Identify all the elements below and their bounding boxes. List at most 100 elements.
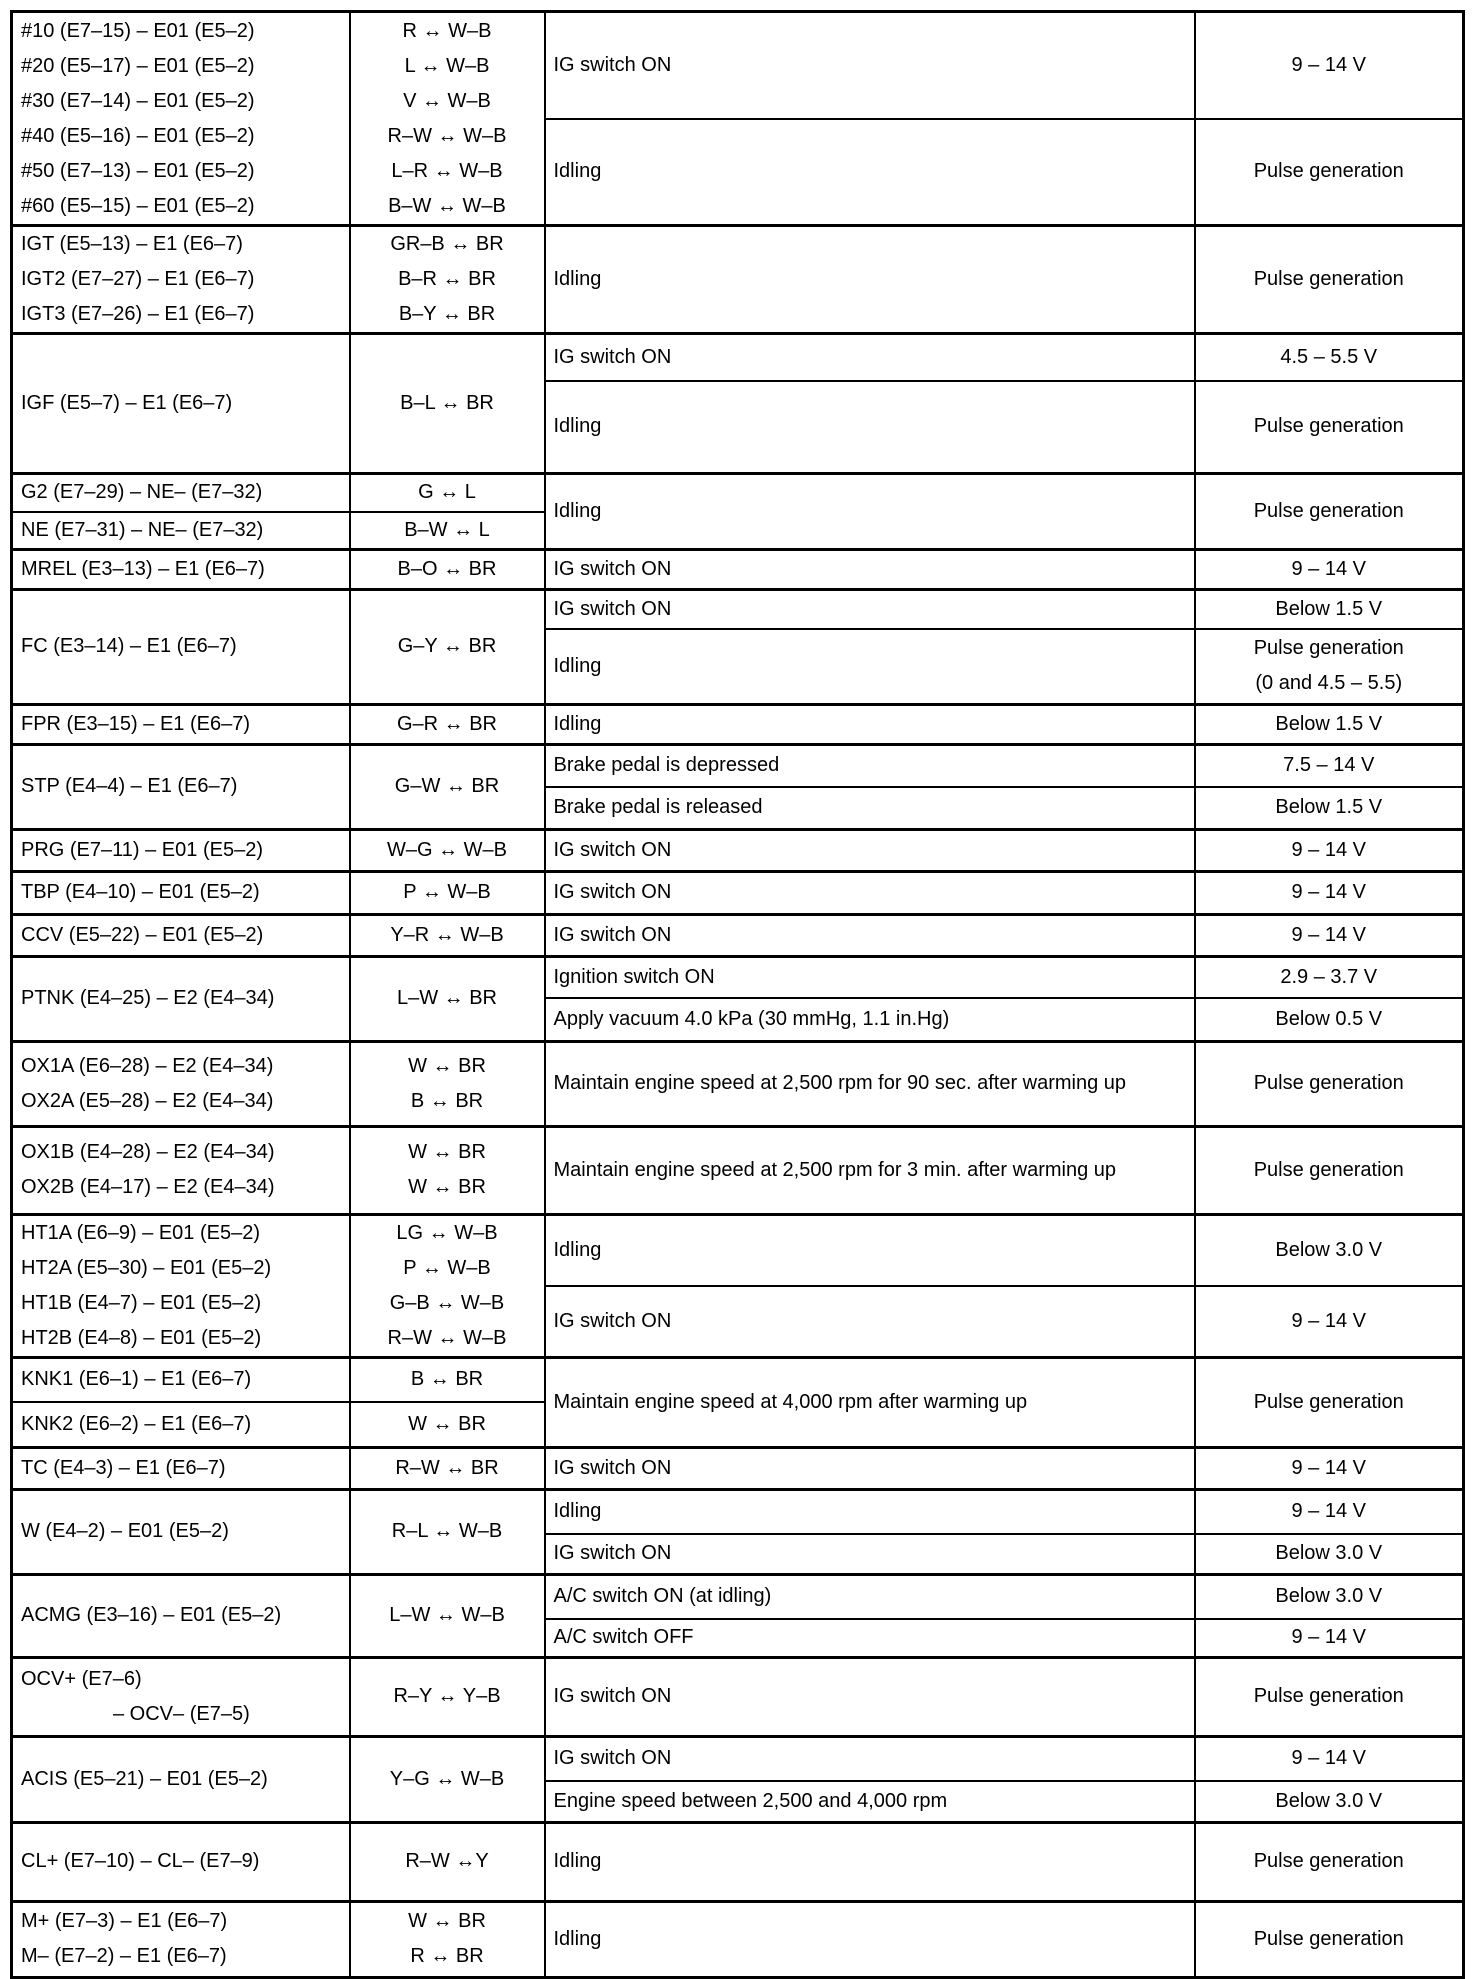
wire-color-cell: W–G ↔ W–B	[348, 827, 546, 872]
condition-cell: Idling	[543, 1487, 1196, 1535]
specified-value-cell: Below 3.0 V	[1193, 1212, 1465, 1287]
condition-cell: IG switch ON	[543, 827, 1196, 872]
terminal-cell: W (E4–2) – E01 (E5–2)	[10, 1487, 351, 1575]
specified-value-cell: 9 – 14 V	[1193, 1445, 1465, 1490]
wire-color-cell: B ↔ BR	[348, 1355, 546, 1403]
wire-color-cell: B–L ↔ BR	[348, 332, 546, 475]
condition-cell: IG switch ON	[543, 547, 1196, 590]
wire-color-cell: G ↔ L	[348, 472, 546, 513]
wire-color-cell: G–W ↔ BR	[348, 742, 546, 830]
condition-cell: IG switch ON	[543, 10, 1196, 120]
condition-cell: Idling	[543, 1820, 1196, 1902]
terminal-cell: M+ (E7–3) – E1 (E6–7) M– (E7–2) – E1 (E6…	[10, 1899, 351, 1978]
specified-value-cell: Pulse generation	[1193, 1820, 1465, 1902]
specified-value-cell: Pulse generation	[1193, 117, 1465, 227]
wire-color-cell: Y–G ↔ W–B	[348, 1734, 546, 1823]
terminal-cell: ACMG (E3–16) – E01 (E5–2)	[10, 1572, 351, 1658]
terminal-cell: CL+ (E7–10) – CL– (E7–9)	[10, 1820, 351, 1902]
specified-value-cell: Pulse generation	[1193, 1899, 1465, 1978]
terminal-cell: OCV+ (E7–6) – OCV– (E7–5)	[10, 1655, 351, 1737]
ecm-terminal-voltage-table: #10 (E7–15) – E01 (E5–2) #20 (E5–17) – E…	[10, 10, 1465, 1979]
condition-cell: Idling	[543, 472, 1196, 550]
specified-value-cell: 7.5 – 14 V	[1193, 742, 1465, 788]
specified-value-cell: 9 – 14 V	[1193, 1284, 1465, 1358]
condition-cell: IG switch ON	[543, 869, 1196, 915]
wire-color-cell: G–R ↔ BR	[348, 702, 546, 745]
terminal-cell: KNK1 (E6–1) – E1 (E6–7)	[10, 1355, 351, 1403]
condition-cell: IG switch ON	[543, 1445, 1196, 1490]
condition-cell: Ignition switch ON	[543, 954, 1196, 999]
terminal-cell: IGF (E5–7) – E1 (E6–7)	[10, 332, 351, 475]
wire-color-cell: W ↔ BR R ↔ BR	[348, 1899, 546, 1978]
specified-value-cell: Pulse generation	[1193, 1039, 1465, 1127]
condition-cell: Idling	[543, 379, 1196, 475]
wire-color-cell: L–W ↔ W–B	[348, 1572, 546, 1658]
condition-cell: IG switch ON	[543, 587, 1196, 630]
condition-cell: A/C switch OFF	[543, 1618, 1196, 1658]
terminal-line-2: – OCV– (E7–5)	[113, 1702, 250, 1725]
specified-value-cell: Pulse generation	[1193, 224, 1465, 335]
specified-value-cell: Below 3.0 V	[1193, 1572, 1465, 1620]
terminal-cell: TC (E4–3) – E1 (E6–7)	[10, 1445, 351, 1490]
wire-color-cell: B–W ↔ L	[348, 510, 546, 550]
terminal-cell: NE (E7–31) – NE– (E7–32)	[10, 510, 351, 550]
condition-cell: IG switch ON	[543, 1655, 1196, 1737]
wire-color-cell: L–W ↔ BR	[348, 954, 546, 1042]
wire-color-cell: G–Y ↔ BR	[348, 587, 546, 705]
terminal-cell: G2 (E7–29) – NE– (E7–32)	[10, 472, 351, 513]
terminal-cell: PRG (E7–11) – E01 (E5–2)	[10, 827, 351, 872]
specified-value-cell: Pulse generation	[1193, 1124, 1465, 1215]
specified-value-cell: 9 – 14 V	[1193, 869, 1465, 915]
specified-value-cell: Below 0.5 V	[1193, 997, 1465, 1042]
condition-cell: Idling	[543, 1212, 1196, 1287]
specified-value-cell: 9 – 14 V	[1193, 547, 1465, 590]
wire-color-cell: Y–R ↔ W–B	[348, 912, 546, 957]
specified-value-cell: 9 – 14 V	[1193, 1487, 1465, 1535]
specified-value-cell: 9 – 14 V	[1193, 1734, 1465, 1782]
specified-value-cell: 9 – 14 V	[1193, 912, 1465, 957]
wire-color-cell: LG ↔ W–B P ↔ W–B G–B ↔ W–B R–W ↔ W–B	[348, 1212, 546, 1358]
terminal-line-1: OCV+ (E7–6)	[21, 1667, 142, 1690]
terminal-cell: HT1A (E6–9) – E01 (E5–2) HT2A (E5–30) – …	[10, 1212, 351, 1358]
specified-value-cell: Pulse generation	[1193, 1655, 1465, 1737]
condition-cell: IG switch ON	[543, 332, 1196, 382]
condition-cell: IG switch ON	[543, 912, 1196, 957]
terminal-cell: TBP (E4–10) – E01 (E5–2)	[10, 869, 351, 915]
specified-value-cell: Below 1.5 V	[1193, 587, 1465, 630]
specified-value-cell: Pulse generation	[1193, 1355, 1465, 1448]
terminal-cell: OX1A (E6–28) – E2 (E4–34) OX2A (E5–28) –…	[10, 1039, 351, 1127]
terminal-cell: IGT (E5–13) – E1 (E6–7) IGT2 (E7–27) – E…	[10, 224, 351, 335]
specified-value-cell: Pulse generation	[1193, 472, 1465, 550]
wire-color-cell: R–Y ↔ Y–B	[348, 1655, 546, 1737]
wire-color-cell: W ↔ BR W ↔ BR	[348, 1124, 546, 1215]
terminal-cell: ACIS (E5–21) – E01 (E5–2)	[10, 1734, 351, 1823]
specified-value-cell: 9 – 14 V	[1193, 10, 1465, 120]
condition-cell: Idling	[543, 628, 1196, 705]
terminal-cell: MREL (E3–13) – E1 (E6–7)	[10, 547, 351, 590]
condition-cell: Engine speed between 2,500 and 4,000 rpm	[543, 1780, 1196, 1823]
condition-cell: IG switch ON	[543, 1734, 1196, 1782]
terminal-cell: FPR (E3–15) – E1 (E6–7)	[10, 702, 351, 745]
wire-color-cell: B–O ↔ BR	[348, 547, 546, 590]
terminal-cell: #10 (E7–15) – E01 (E5–2) #20 (E5–17) – E…	[10, 10, 351, 227]
specified-value-cell: Pulse generation	[1193, 379, 1465, 475]
specified-value-cell: Pulse generation (0 and 4.5 – 5.5)	[1193, 628, 1465, 705]
specified-value-cell: Below 3.0 V	[1193, 1533, 1465, 1575]
wire-color-cell: R–L ↔ W–B	[348, 1487, 546, 1575]
wire-color-cell: GR–B ↔ BR B–R ↔ BR B–Y ↔ BR	[348, 224, 546, 335]
condition-cell: Idling	[543, 224, 1196, 335]
specified-value-cell: 4.5 – 5.5 V	[1193, 332, 1465, 382]
wire-color-cell: R–W ↔Y	[348, 1820, 546, 1902]
specified-value-cell: Below 3.0 V	[1193, 1780, 1465, 1823]
wire-color-cell: R–W ↔ BR	[348, 1445, 546, 1490]
condition-cell: Maintain engine speed at 2,500 rpm for 9…	[543, 1039, 1196, 1127]
wire-color-cell: W ↔ BR B ↔ BR	[348, 1039, 546, 1127]
condition-cell: Idling	[543, 117, 1196, 227]
terminal-cell: KNK2 (E6–2) – E1 (E6–7)	[10, 1401, 351, 1448]
condition-cell: Brake pedal is depressed	[543, 742, 1196, 788]
condition-cell: IG switch ON	[543, 1533, 1196, 1575]
condition-cell: Idling	[543, 702, 1196, 745]
wire-color-cell: W ↔ BR	[348, 1401, 546, 1448]
terminal-cell: STP (E4–4) – E1 (E6–7)	[10, 742, 351, 830]
